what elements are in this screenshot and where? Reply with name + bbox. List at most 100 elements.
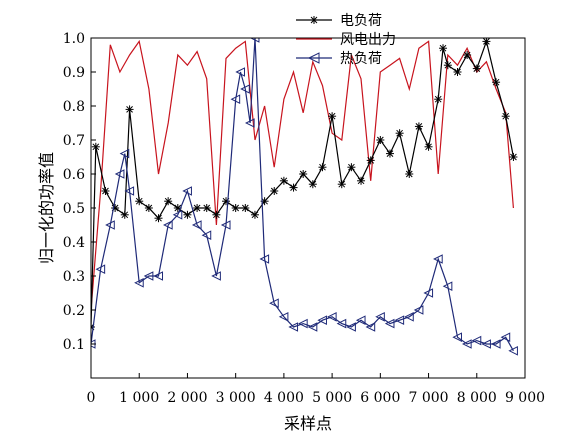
data-point-heat-load	[307, 322, 318, 332]
data-point-heat-load	[326, 311, 337, 322]
data-point-electric-load	[212, 210, 221, 219]
data-point-heat-load	[259, 254, 270, 264]
data-point-heat-load	[452, 332, 462, 343]
data-point-electric-load	[279, 176, 288, 185]
data-point-electric-load	[250, 210, 259, 219]
data-point-heat-load	[114, 169, 125, 179]
asterisk-stroke	[299, 170, 307, 178]
data-point-electric-load	[164, 197, 173, 206]
data-point-electric-load	[434, 95, 443, 104]
y-tick-label: 0.2	[63, 303, 85, 319]
x-tick-label: 5 000	[312, 390, 352, 406]
x-tick-label: 1 000	[119, 390, 159, 406]
data-point-heat-load	[249, 38, 260, 43]
asterisk-stroke	[473, 65, 481, 72]
asterisk-stroke	[425, 143, 432, 151]
data-point-electric-load	[443, 61, 452, 70]
legend-label: 电负荷	[340, 13, 382, 29]
data-point-electric-load	[492, 78, 501, 87]
data-point-heat-load	[365, 322, 376, 332]
asterisk-stroke	[386, 150, 394, 157]
asterisk-stroke	[232, 204, 240, 212]
asterisk-stroke	[348, 163, 355, 171]
asterisk-stroke	[328, 112, 336, 120]
data-point-heat-load	[201, 230, 212, 241]
x-axis-label: 采样点	[284, 414, 332, 433]
asterisk-stroke	[280, 177, 288, 185]
data-point-electric-load	[385, 149, 394, 158]
data-point-heat-load	[119, 148, 130, 159]
asterisk-stroke	[145, 204, 153, 212]
data-point-electric-load	[135, 197, 144, 206]
data-point-heat-load	[404, 311, 414, 322]
data-point-heat-load	[163, 220, 173, 230]
data-point-heat-load	[394, 315, 405, 326]
data-point-heat-load	[235, 67, 245, 77]
data-point-heat-load	[508, 345, 518, 356]
data-point-heat-load	[442, 281, 453, 292]
data-point-heat-load	[105, 220, 115, 230]
data-point-electric-load	[347, 163, 356, 172]
data-point-heat-load	[355, 315, 366, 326]
data-point-electric-load	[405, 170, 414, 178]
asterisk-stroke	[290, 184, 297, 191]
data-point-electric-load	[120, 210, 129, 219]
asterisk-stroke	[213, 211, 220, 219]
legend-label: 热负荷	[340, 51, 382, 67]
data-point-heat-load	[153, 271, 164, 281]
asterisk-stroke	[309, 180, 317, 188]
data-point-electric-load	[482, 38, 491, 46]
data-point-electric-load	[509, 153, 518, 161]
asterisk-stroke	[463, 51, 471, 59]
data-point-heat-load	[375, 311, 385, 322]
y-tick-label: 0.7	[63, 133, 85, 149]
asterisk-stroke	[241, 204, 249, 212]
data-point-heat-load	[298, 318, 308, 329]
asterisk-stroke	[193, 204, 201, 212]
data-point-heat-load	[481, 339, 491, 349]
data-point-heat-load	[336, 318, 347, 329]
data-point-electric-load	[395, 129, 404, 138]
x-tick-label: 4 000	[264, 390, 304, 406]
data-point-electric-load	[501, 112, 510, 121]
data-point-heat-load	[191, 220, 202, 230]
data-point-electric-load	[91, 142, 100, 151]
asterisk-stroke	[135, 197, 143, 205]
data-point-electric-load	[144, 204, 153, 212]
asterisk-stroke	[434, 95, 442, 103]
y-tick-label: 0.6	[63, 167, 85, 183]
data-point-heat-load	[124, 186, 135, 196]
data-point-electric-load	[439, 44, 448, 53]
data-point-electric-load	[376, 136, 385, 144]
asterisk-stroke	[367, 157, 375, 164]
axes: 0 1 000 2 000 3 000 4 000 5 000 6 000 7 000 8 00…	[63, 31, 545, 406]
data-point-heat-load	[471, 335, 482, 346]
data-point-electric-load	[270, 187, 279, 195]
data-point-heat-load	[384, 318, 395, 329]
y-axis-label: 归一化的功率值	[37, 152, 56, 264]
data-point-electric-load	[289, 183, 298, 192]
data-point-electric-load	[183, 210, 192, 219]
y-tick-label: 0.1	[63, 337, 85, 353]
y-tick-label: 0.8	[63, 99, 85, 115]
data-point-heat-load	[317, 315, 327, 326]
asterisk-stroke	[174, 204, 182, 212]
asterisk-stroke	[164, 197, 172, 205]
asterisk-stroke	[270, 187, 278, 195]
data-point-electric-load	[125, 105, 134, 114]
data-point-heat-load	[423, 288, 434, 298]
asterisk-stroke	[319, 163, 326, 171]
data-point-heat-load	[182, 186, 192, 196]
x-tick-label: 3 000	[216, 390, 256, 406]
asterisk-stroke	[415, 123, 423, 130]
data-point-heat-load	[490, 339, 501, 349]
data-point-heat-load	[143, 271, 154, 281]
data-point-electric-load	[463, 51, 472, 59]
data-point-heat-load	[211, 271, 221, 281]
series-line-2	[91, 38, 514, 352]
asterisk-stroke	[121, 211, 129, 219]
asterisk-stroke	[184, 211, 191, 219]
data-point-electric-load	[222, 197, 231, 206]
